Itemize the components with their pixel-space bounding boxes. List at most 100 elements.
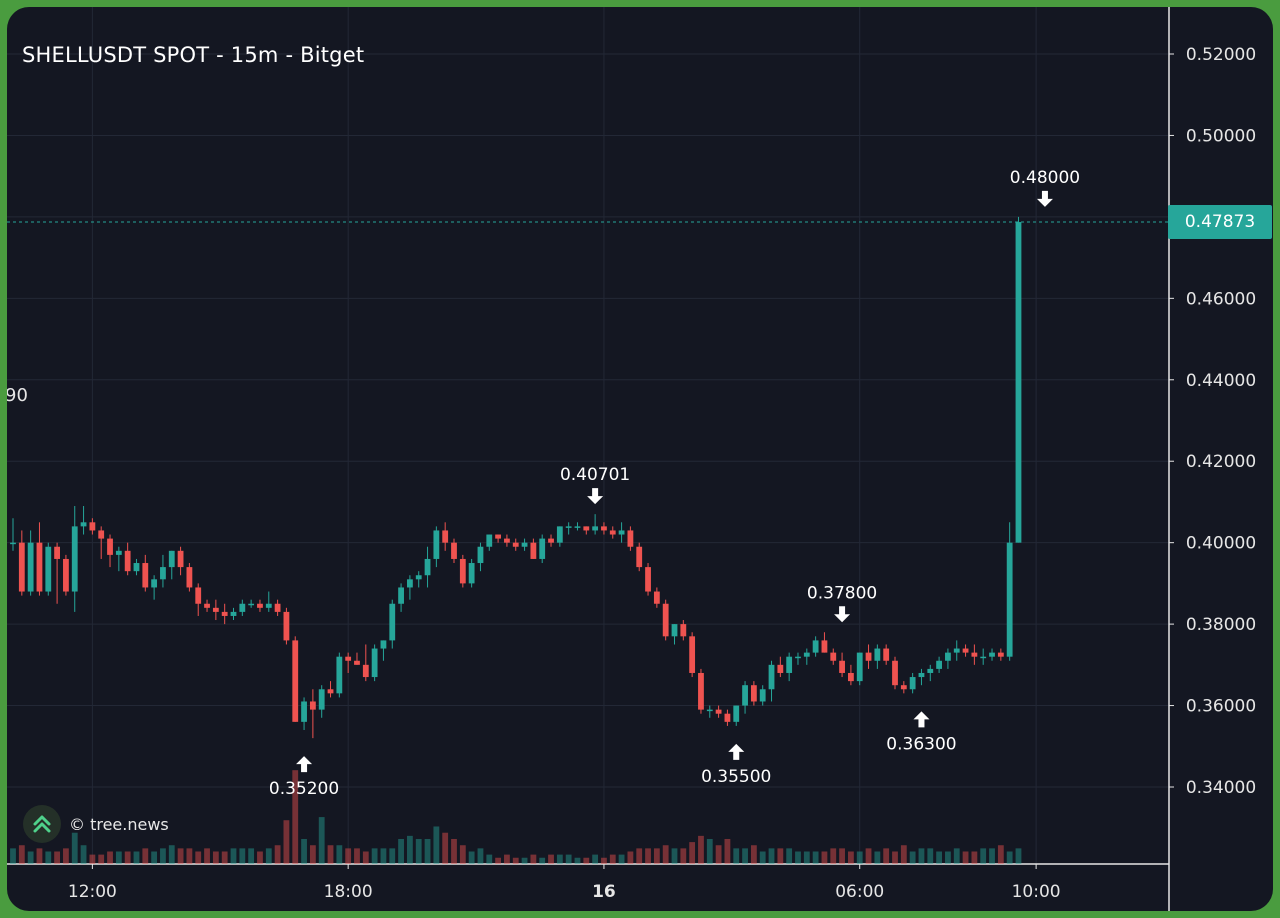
candle-body (71, 526, 78, 592)
candle-body (592, 526, 599, 531)
volume-bar (424, 838, 431, 864)
volume-bar (856, 851, 863, 864)
candle (27, 530, 34, 596)
candle-body (812, 640, 819, 653)
volume-bar (1006, 851, 1013, 864)
candle-body (221, 611, 228, 616)
candle-body (230, 611, 237, 616)
volume-bar (989, 848, 995, 864)
candle-body (680, 624, 687, 637)
x-tick-label: 06:00 (835, 882, 884, 902)
price-annotation: 0.36300 (886, 711, 957, 754)
candle (724, 709, 731, 726)
up-arrow-icon (728, 743, 745, 760)
candle (274, 599, 281, 616)
volume-bar (27, 851, 34, 864)
candle-body (539, 538, 546, 559)
volume-bar (468, 851, 475, 864)
candle-body (706, 709, 713, 712)
volume-bar (327, 845, 334, 864)
candle (653, 587, 660, 608)
volume-bar (354, 848, 360, 864)
candle (265, 591, 272, 612)
candle (212, 599, 219, 621)
candle (160, 554, 166, 588)
candle-body (177, 550, 184, 568)
volume-bar (521, 857, 528, 864)
volume-bar (257, 851, 263, 864)
candle (848, 664, 854, 686)
candle-body (160, 567, 166, 580)
volume-bar (627, 851, 634, 864)
y-tick-label: 0.38000 (1186, 615, 1256, 635)
candle-body (407, 579, 413, 588)
candle-body (168, 550, 175, 568)
candle (486, 534, 493, 551)
watermark: © tree.news (23, 805, 169, 843)
candle-body (442, 530, 449, 543)
volume-bar (671, 848, 678, 864)
candle (945, 648, 951, 669)
candle (380, 640, 387, 661)
candle (812, 636, 819, 657)
volume-bar (530, 854, 537, 864)
candle-body (953, 648, 960, 653)
volume-bar (318, 817, 325, 864)
y-tick-label: 0.44000 (1186, 371, 1256, 391)
candle-body (415, 575, 422, 580)
candle-body (389, 603, 396, 641)
candle-body (724, 713, 731, 722)
candle-body (327, 689, 334, 694)
candle-body (283, 611, 290, 641)
candle (759, 685, 766, 706)
candle-body (486, 534, 493, 547)
candlestick-chart[interactable]: 0.52000 0.50000 0.48000 0.46000 0.44000 0.420… (7, 7, 1273, 911)
price-annotation: 0.40701 (560, 465, 630, 505)
candle (151, 575, 158, 600)
volume-bar (451, 838, 457, 864)
candle-body (548, 538, 554, 543)
candle-body (133, 563, 140, 572)
volume-bar (812, 851, 819, 864)
volume-bar (927, 848, 934, 864)
candle-body (512, 542, 519, 547)
volume-bar (945, 851, 951, 864)
candle-body (768, 664, 775, 690)
y-tick-label: 0.36000 (1186, 697, 1256, 717)
candle-body (530, 542, 537, 559)
candle (283, 607, 290, 645)
candle (292, 636, 299, 722)
volume-bar (750, 845, 757, 864)
candle-body (689, 636, 696, 673)
candle-body (301, 701, 307, 722)
volume-bar (574, 857, 581, 864)
volume-bar (512, 857, 519, 864)
y-tick-label: 0.34000 (1186, 778, 1256, 798)
candle-body (671, 624, 678, 637)
candle-body (265, 603, 272, 608)
chart-title: SHELLUSDT SPOT - 15m - Bitget (22, 43, 365, 67)
candle (874, 644, 881, 669)
volume-bar (971, 851, 978, 864)
volume-bar (389, 848, 396, 864)
candle-body (918, 672, 925, 678)
candle (698, 668, 704, 714)
candle-body (204, 603, 210, 608)
annotation-label: 0.40701 (560, 465, 630, 485)
candle (521, 538, 528, 551)
candle-body (371, 648, 378, 678)
candle-body (451, 542, 457, 559)
current-price-tag: 0.47873 (1168, 205, 1272, 240)
volume-bar (248, 848, 255, 864)
candle-body (398, 587, 404, 604)
candle-body (962, 648, 969, 653)
volume-bar (160, 848, 166, 864)
candle-body (565, 526, 572, 528)
candle (909, 672, 916, 694)
volume-bar (398, 838, 404, 864)
candle (327, 681, 334, 698)
candle-body (795, 656, 801, 659)
volume-bar (918, 848, 925, 864)
volume-bar (45, 851, 52, 864)
candle-body (574, 526, 581, 528)
